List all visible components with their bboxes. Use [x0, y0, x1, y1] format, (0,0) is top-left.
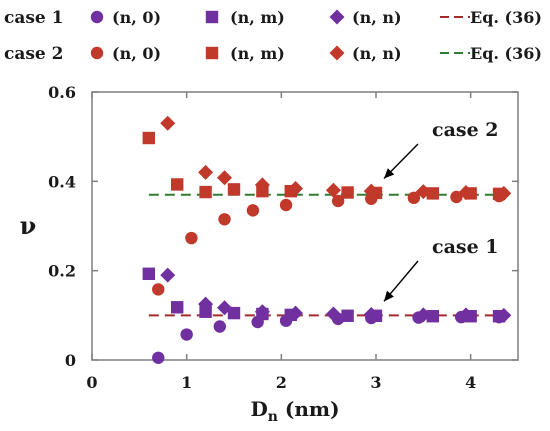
- annotation-label: case 1: [432, 236, 499, 258]
- point-case-1-diamond: [496, 307, 512, 323]
- y-tick-label: 0.6: [48, 83, 76, 102]
- point-case-2-circle: [218, 213, 231, 226]
- point-case-2-diamond: [254, 177, 270, 193]
- legend-diamond-swatch: [329, 9, 345, 25]
- point-case-1-square: [426, 310, 439, 323]
- point-case-1-square: [227, 306, 241, 320]
- x-axis-title-subscript: n: [268, 409, 278, 425]
- legend-diamond-swatch: [329, 45, 345, 61]
- point-case-1-circle: [213, 320, 226, 333]
- point-case-2-circle: [279, 198, 293, 212]
- point-case-2-circle: [152, 283, 165, 296]
- y-tick-label: 0.2: [48, 262, 76, 281]
- point-case-2-diamond: [217, 170, 233, 186]
- x-axis-title-main: D: [250, 397, 267, 421]
- point-case-2-diamond: [198, 164, 214, 180]
- x-tick-label: 0: [86, 373, 97, 392]
- point-case-2-diamond: [415, 184, 431, 200]
- legend-entry-label: (n, n): [352, 8, 402, 27]
- y-axis-title: ν: [20, 211, 37, 240]
- legend-entry-label: (n, m): [230, 8, 285, 27]
- y-tick-label: 0.4: [48, 172, 76, 191]
- x-tick-label: 2: [276, 373, 287, 392]
- point-case-1-diamond: [415, 307, 431, 323]
- eq-lines: [148, 193, 504, 317]
- point-case-2-diamond: [288, 180, 304, 196]
- point-case-2-square: [426, 187, 439, 200]
- point-case-1-diamond: [254, 304, 270, 320]
- point-case-2-square: [227, 183, 241, 196]
- legend-entry-label: (n, 0): [112, 44, 161, 63]
- data-marks: [142, 115, 512, 364]
- point-case-2-square: [199, 185, 212, 199]
- point-case-1-square: [142, 267, 155, 280]
- point-case-2-circle: [185, 231, 198, 245]
- point-case-1-square: [199, 305, 212, 318]
- legend: case 1 (n, 0) (n, m) (n, n) Eq. (36) case 2 (n…: [4, 8, 542, 64]
- point-case-2-circle: [246, 204, 260, 217]
- legend-entry-label: Eq. (36): [470, 8, 542, 27]
- legend-entry-label: Eq. (36): [470, 44, 542, 63]
- annotations: case 2 case 1: [383, 119, 499, 302]
- point-case-1-diamond: [198, 296, 214, 312]
- annotation-label: case 2: [432, 119, 499, 141]
- point-case-1-diamond: [325, 306, 341, 322]
- legend-circle-swatch: [90, 10, 104, 24]
- x-axis-title-unit: (nm): [278, 397, 340, 421]
- point-case-2-diamond: [363, 183, 379, 199]
- x-tick-label: 4: [465, 373, 476, 392]
- legend-entry-label: (n, 0): [112, 8, 161, 27]
- legend-entry-label: (n, n): [352, 44, 402, 63]
- legend-group-label: case 1: [4, 8, 64, 28]
- x-tick-label: 3: [370, 373, 381, 392]
- point-case-2-square: [142, 131, 155, 145]
- point-case-2-diamond: [160, 115, 176, 131]
- legend-entry-label: (n, m): [230, 44, 285, 63]
- point-case-1-square: [171, 301, 184, 314]
- plot-frame: [91, 91, 519, 361]
- point-case-2-diamond: [325, 182, 341, 198]
- x-axis-title: Dn (nm): [250, 397, 339, 425]
- point-case-2-diamond: [458, 185, 474, 200]
- annotation-arrowhead: [384, 290, 394, 302]
- legend-square-swatch: [205, 10, 219, 24]
- legend-square-swatch: [205, 46, 219, 60]
- point-case-1-square: [341, 309, 354, 322]
- point-case-2-circle: [331, 194, 345, 208]
- plot-axes: 0 0.2 0.4 0.6 0 1 2 3 4 Dn (nm) ν: [20, 83, 519, 425]
- annotation-arrowhead: [384, 168, 395, 179]
- point-case-2-square: [171, 178, 184, 191]
- legend-circle-swatch: [90, 46, 104, 60]
- point-case-1-circle: [152, 351, 165, 364]
- point-case-1-diamond: [217, 300, 233, 316]
- y-tick-label: 0: [65, 351, 76, 370]
- point-case-1-diamond: [363, 306, 379, 322]
- point-case-1-diamond: [160, 267, 176, 283]
- point-case-2-diamond: [496, 185, 512, 201]
- point-case-2-circle: [450, 190, 463, 204]
- point-case-1-diamond: [288, 305, 304, 321]
- point-case-2-circle: [407, 191, 421, 205]
- x-tick-label: 1: [181, 373, 192, 392]
- point-case-2-square: [341, 186, 354, 199]
- legend-group-label: case 2: [4, 44, 64, 64]
- point-case-1-circle: [180, 328, 193, 341]
- point-case-1-diamond: [458, 307, 474, 323]
